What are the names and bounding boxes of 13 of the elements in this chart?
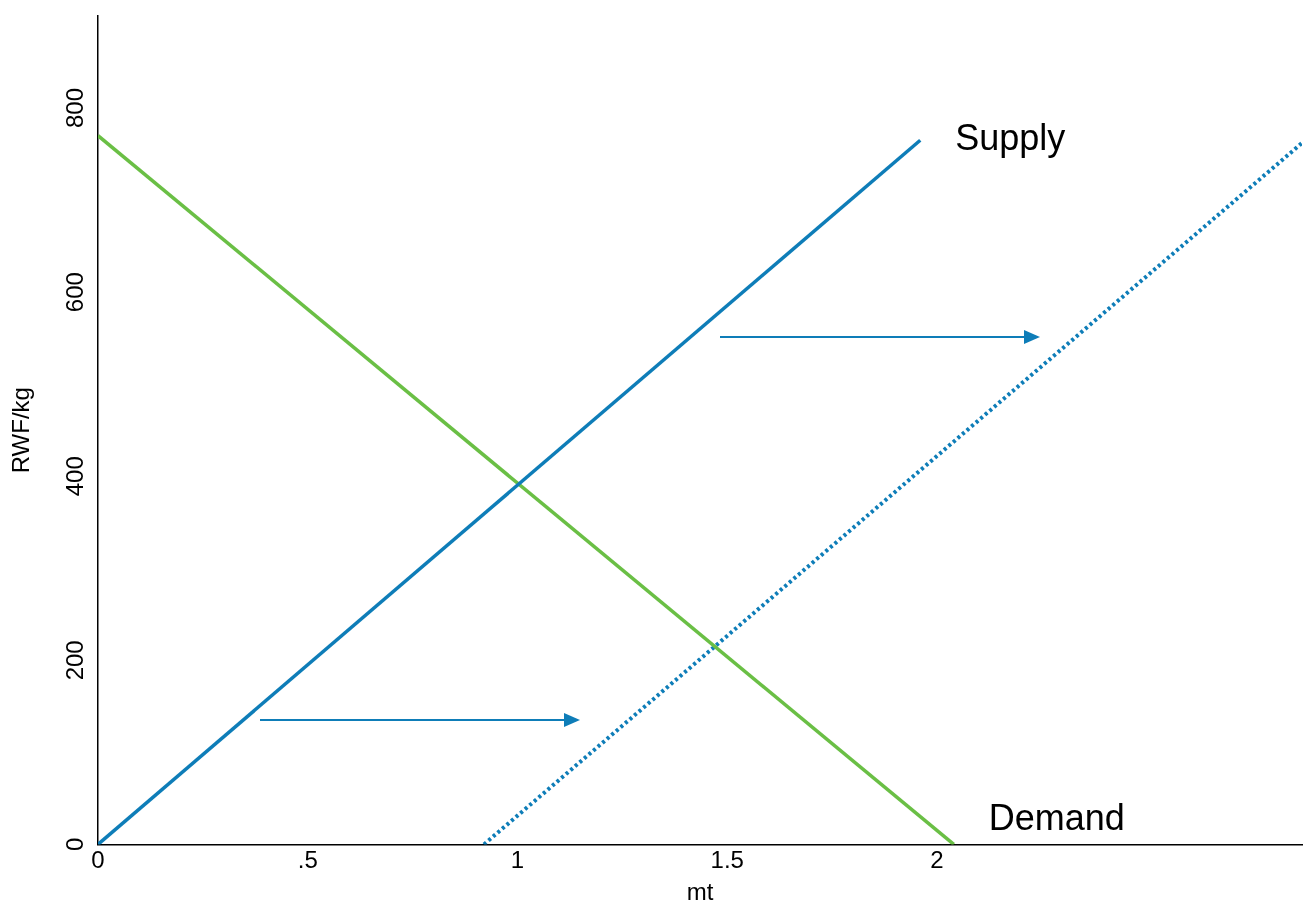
x-tick-label: 1 [510, 846, 525, 874]
series-label: Demand [988, 797, 1125, 839]
y-tick-label: 600 [60, 272, 88, 313]
x-tick-label: 2 [930, 846, 944, 874]
y-tick-label: 200 [60, 640, 88, 681]
x-tick-label: 1.5 [710, 846, 744, 874]
y-axis-title: RWF/kg [7, 387, 35, 474]
y-tick-label: 400 [60, 456, 88, 497]
x-tick-label: .5 [297, 846, 318, 874]
x-tick-label: 0 [91, 846, 105, 874]
x-axis-title: mt [686, 878, 714, 906]
series-label: Supply [955, 117, 1066, 159]
y-tick-label: 800 [60, 88, 88, 129]
